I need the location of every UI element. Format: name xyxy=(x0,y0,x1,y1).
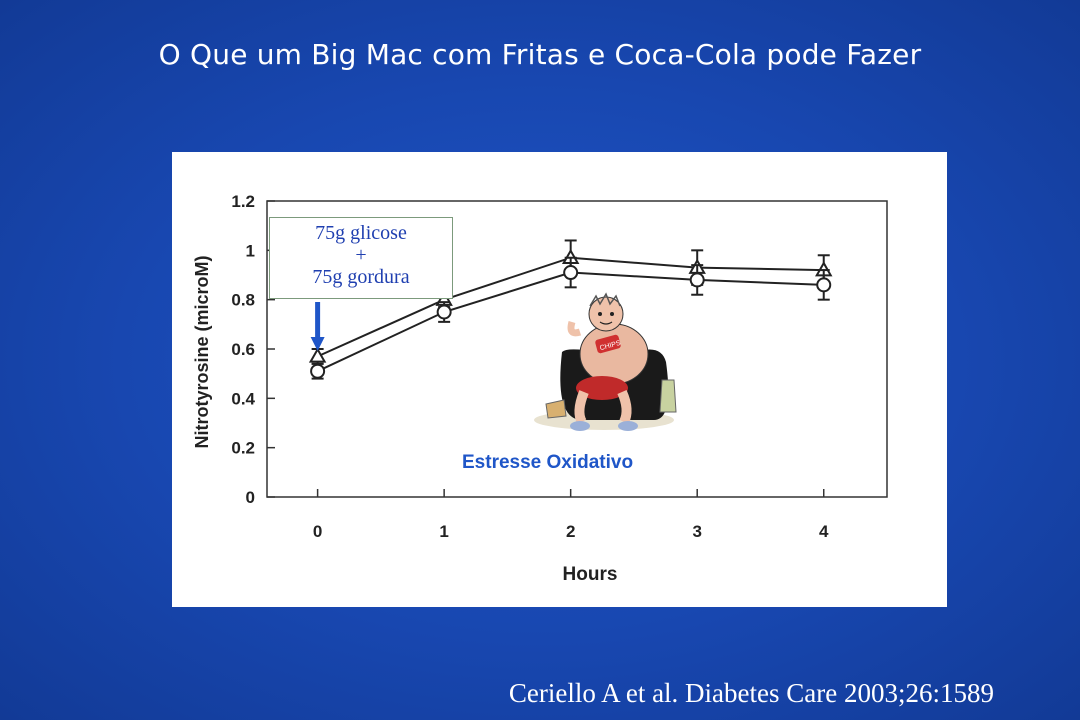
x-tick-label: 2 xyxy=(566,522,575,541)
x-tick-label: 0 xyxy=(313,522,322,541)
y-axis-label: Nitrotyrosine (microM) xyxy=(192,255,212,448)
circle-data-point xyxy=(310,363,326,379)
annotation-line-glucose: 75g glicose xyxy=(315,222,407,244)
circle-data-point xyxy=(689,272,705,288)
y-tick-label: 1.2 xyxy=(231,192,255,211)
circle-data-point xyxy=(816,277,832,293)
circle-data-point xyxy=(563,265,579,281)
y-tick-label: 0.2 xyxy=(231,439,255,458)
annotation-line-plus: + xyxy=(355,244,367,266)
annotation-arrow-icon xyxy=(310,337,325,351)
cartoon-couch-potato-image: CHIPS xyxy=(534,292,677,431)
x-axis-label: Hours xyxy=(563,564,618,585)
citation: Ceriello A et al. Diabetes Care 2003;26:… xyxy=(508,678,994,708)
nitrotyrosine-chart: 0 0.2 0.4 0.6 0.8 1 1.2 0 1 2 3 4 Nitrotyrosine (mi… xyxy=(192,192,888,585)
chart-panel: 0 0.2 0.4 0.6 0.8 1 1.2 0 1 2 3 4 Nitrotyrosine (mi… xyxy=(172,152,947,607)
triangle-data-point xyxy=(308,347,327,363)
x-tick-label: 4 xyxy=(819,522,829,541)
y-tick-label: 0.4 xyxy=(231,389,255,408)
y-tick-label: 0.6 xyxy=(231,340,255,359)
y-tick-label: 1 xyxy=(246,241,255,260)
circle-data-point xyxy=(436,304,452,320)
annotation-line-fat: 75g gordura xyxy=(312,266,410,288)
glucose-fat-annotation-box: 75g glicose + 75g gordura xyxy=(269,217,453,299)
x-tick-label: 1 xyxy=(439,522,448,541)
x-tick-label: 3 xyxy=(692,522,701,541)
slide-title: O Que um Big Mac com Fritas e Coca-Cola … xyxy=(158,38,922,71)
oxidative-stress-label: Estresse Oxidativo xyxy=(462,452,634,473)
y-tick-label: 0 xyxy=(246,488,255,507)
y-tick-label: 0.8 xyxy=(231,291,255,310)
